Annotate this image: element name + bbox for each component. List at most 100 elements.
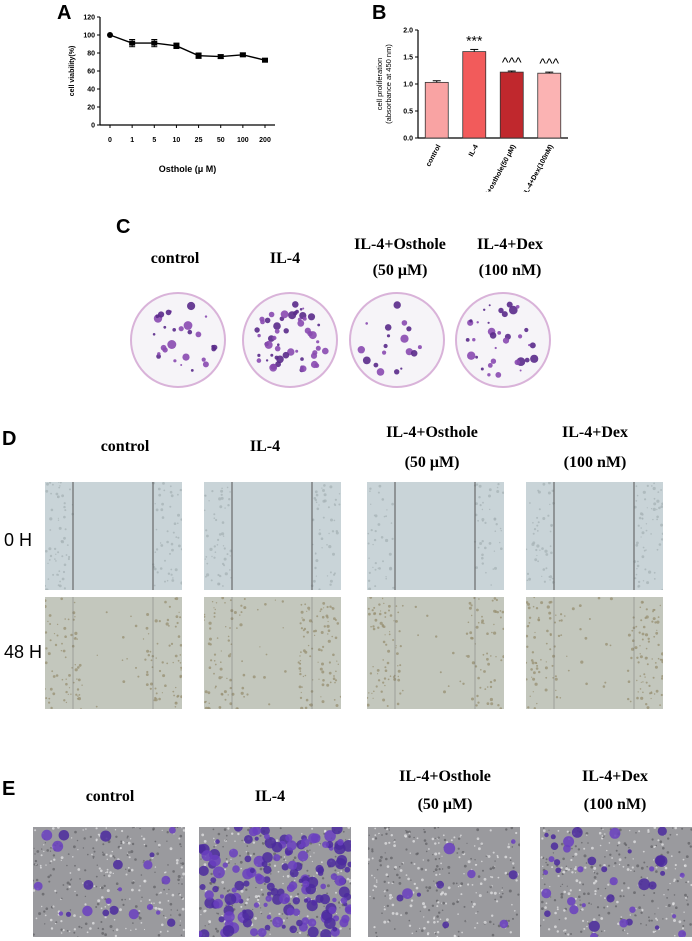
cell [166,530,169,533]
membrane-pore [380,855,383,859]
colony [299,308,303,311]
membrane-pore [439,873,441,876]
panel-d-label-control: control [100,438,150,455]
y-tick-label: 1.5 [403,55,413,62]
cell [467,621,470,624]
membrane-pore [565,869,568,872]
colony [476,321,479,324]
membrane-pore [635,915,637,917]
cell [631,629,634,632]
cell [334,619,337,621]
membrane-pore [391,896,394,899]
membrane-pore [598,831,602,835]
cell [659,604,661,607]
migrated-cell [286,907,295,916]
cell [392,586,395,589]
cell [656,508,658,511]
membrane-pore [686,903,690,906]
cell [659,658,662,661]
cell [153,699,156,702]
membrane-pore [479,882,483,885]
colony [187,329,193,335]
cell [332,677,336,680]
membrane-pore [368,858,371,861]
membrane-pore [633,891,636,894]
migrated-cell [335,858,347,870]
scratch-image [526,597,663,709]
membrane-pore [119,846,122,850]
cell [153,567,157,571]
membrane-pore [345,839,347,841]
membrane-pore [556,908,559,911]
membrane-pore [566,885,568,887]
cell [48,559,51,561]
membrane-pore [129,838,132,840]
membrane-pore [491,914,494,917]
cell [489,685,493,689]
cell [642,490,646,494]
membrane-pore [607,864,611,867]
migrated-cell [266,914,272,920]
migrated-cell [109,905,119,915]
cell [323,607,325,609]
cell [551,664,554,667]
membrane-pore [575,872,577,874]
cell [169,490,173,494]
membrane-pore [170,914,172,916]
cell [317,661,319,663]
cell [58,482,60,483]
membrane-pore [575,866,577,868]
membrane-pore [159,930,162,933]
membrane-pore [512,917,514,920]
migrated-cell [606,894,615,903]
membrane-pore [135,928,137,930]
cell [588,618,591,620]
cell [639,655,643,659]
cell [542,517,546,520]
cell [77,666,80,669]
membrane-pore [509,859,512,861]
membrane-pore [423,839,427,842]
membrane-pore [176,862,179,865]
membrane-pore [33,863,36,866]
cell [636,564,640,568]
membrane-pore [293,856,297,859]
cell [639,645,641,647]
membrane-pore [455,882,458,885]
migrated-cell [263,876,271,884]
cell [48,547,52,551]
membrane-pore [437,842,440,844]
cell [481,520,484,522]
membrane-pore [586,834,588,836]
cell [320,649,323,652]
membrane-pore [477,911,479,913]
cell [645,647,648,650]
membrane-pore [166,840,168,842]
membrane-pore [436,935,439,937]
membrane-pore [636,864,640,868]
membrane-pore [457,886,460,888]
membrane-pore [240,889,244,893]
membrane-pore [583,854,587,858]
membrane-pore [217,912,220,915]
cell [535,607,539,610]
cell [323,484,326,487]
cell [243,598,246,600]
significance-annotation: ^^^ [539,55,559,71]
membrane-pore [95,827,98,830]
cell [338,493,341,495]
membrane-pore [268,863,271,866]
colony [158,311,165,318]
membrane-pore [426,933,430,936]
membrane-pore [633,840,636,844]
membrane-pore [131,827,134,829]
cell [549,612,551,614]
membrane-pore [581,841,583,844]
cell [57,551,60,554]
cell [535,662,538,665]
migrated-cell [232,865,240,873]
cell [484,688,487,690]
membrane-pore [277,870,280,873]
membrane-pore [422,859,424,861]
cell [374,612,377,615]
